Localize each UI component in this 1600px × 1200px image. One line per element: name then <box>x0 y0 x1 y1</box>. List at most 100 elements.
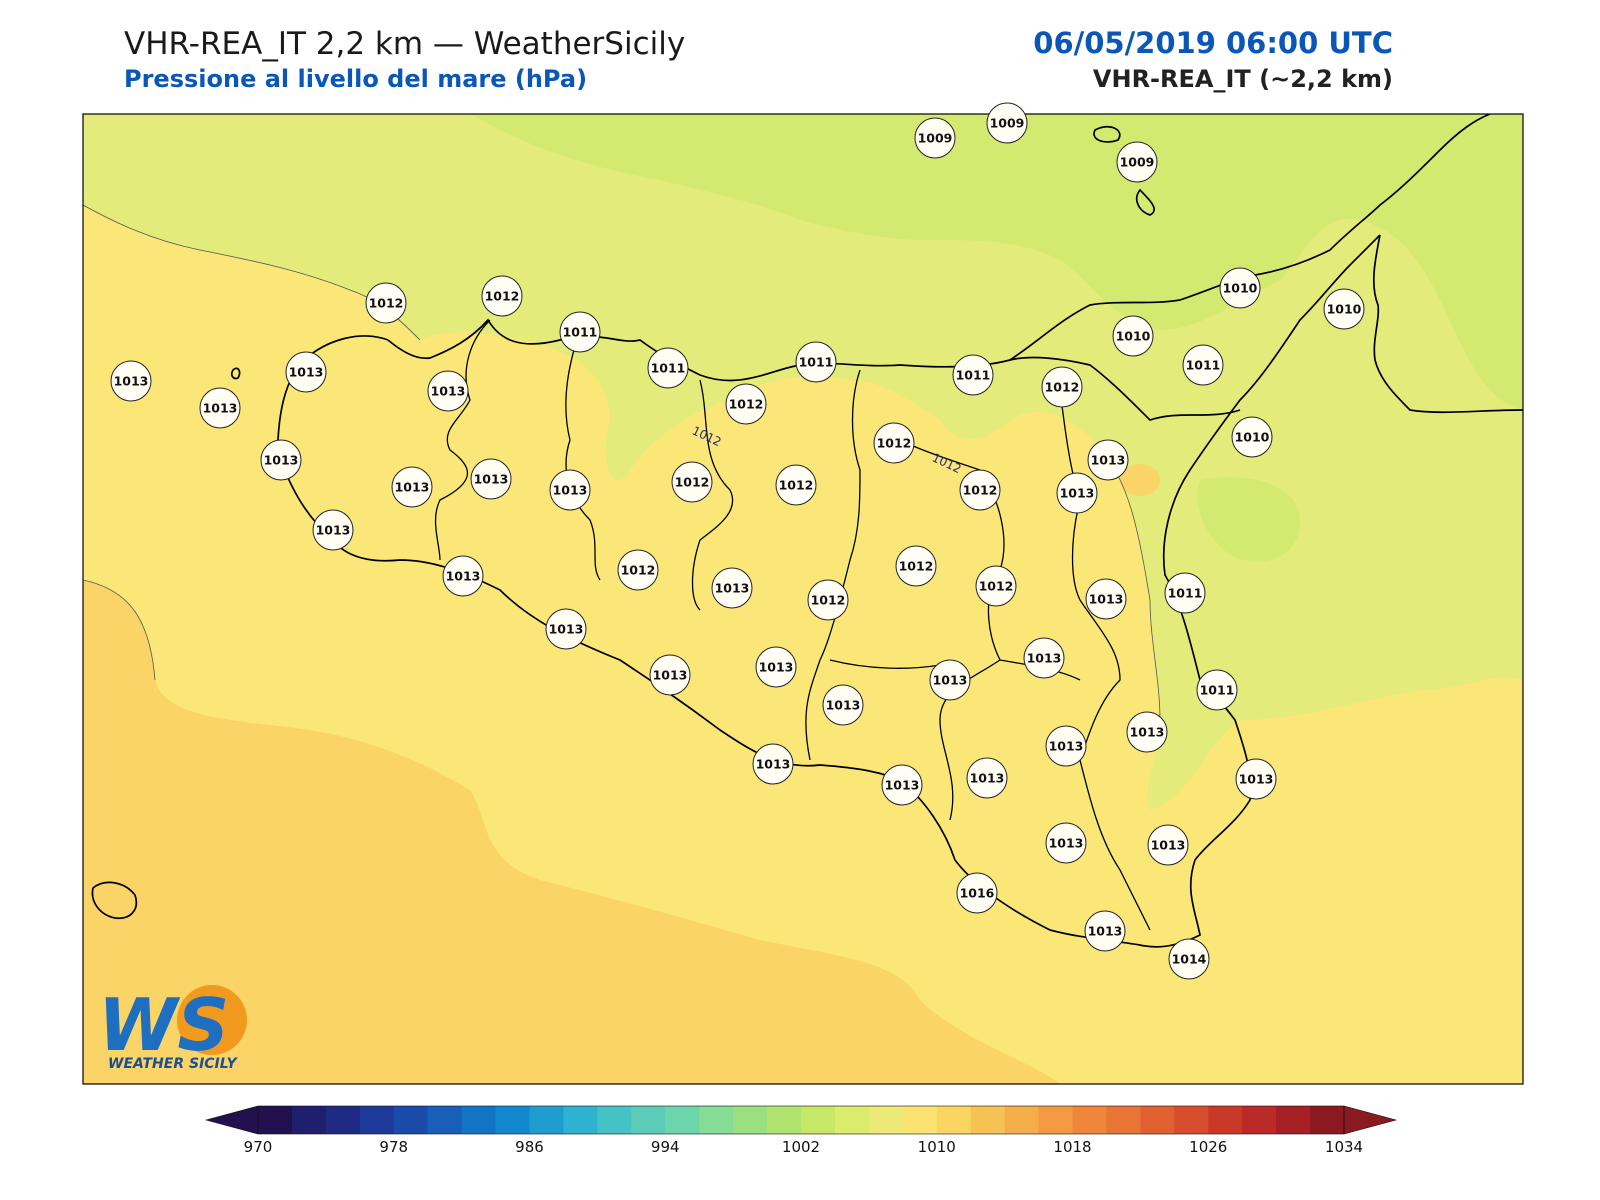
station-marker: 1012 <box>1041 366 1083 408</box>
station-marker: 1009 <box>914 117 956 159</box>
station-pressure-label: 1013 <box>203 401 238 416</box>
station-marker: 1013 <box>711 567 753 609</box>
station-circle <box>895 545 937 587</box>
station-marker: 1013 <box>549 469 591 511</box>
station-pressure-label: 1013 <box>759 660 794 675</box>
station-pressure-label: 1010 <box>1235 430 1270 445</box>
station-circle <box>1323 288 1365 330</box>
station-circle <box>312 509 354 551</box>
station-pressure-label: 1011 <box>1200 683 1235 698</box>
station-circle <box>873 422 915 464</box>
valid-datetime: 06/05/2019 06:00 UTC <box>1033 26 1393 60</box>
station-circle <box>1182 344 1224 386</box>
station-circle <box>260 439 302 481</box>
station-pressure-label: 1011 <box>1186 358 1221 373</box>
station-pressure-label: 1016 <box>960 886 995 901</box>
station-circle <box>110 360 152 402</box>
station-circle <box>952 354 994 396</box>
pressure-zone-1015 <box>83 580 1060 1084</box>
station-pressure-label: 1013 <box>653 668 688 683</box>
colorbar-tick-label: 1018 <box>1053 1138 1091 1156</box>
colorbar-swatch <box>495 1106 530 1134</box>
station-circle <box>1045 822 1087 864</box>
colorbar-swatch <box>902 1106 938 1134</box>
station-marker: 1013 <box>199 387 241 429</box>
station-marker: 1012 <box>481 275 523 317</box>
colorbar-swatch <box>699 1106 734 1134</box>
colorbar-swatch <box>1276 1106 1311 1134</box>
station-pressure-label: 1013 <box>1089 592 1124 607</box>
colorbar-swatch <box>1038 1106 1073 1134</box>
colorbar-swatch <box>529 1106 564 1134</box>
colorbar-swatch <box>936 1106 972 1134</box>
station-circle <box>1219 267 1261 309</box>
station-circle <box>559 311 601 353</box>
station-pressure-label: 1013 <box>1049 739 1084 754</box>
station-pressure-label: 1012 <box>369 296 404 311</box>
colorbar-tick-label: 994 <box>651 1138 680 1156</box>
station-pressure-label: 1012 <box>779 478 814 493</box>
station-markers: 1009 1009 1009 1010 1010 1010 1010 1011 1011 1011… <box>110 102 1365 980</box>
colorbar-swatch <box>665 1106 700 1134</box>
station-pressure-label: 1011 <box>563 325 598 340</box>
station-circle <box>755 646 797 688</box>
station-marker: 1013 <box>260 439 302 481</box>
station-marker: 1013 <box>752 743 794 785</box>
colorbar-swatch <box>359 1106 395 1134</box>
station-marker: 1011 <box>952 354 994 396</box>
colorbar-swatch <box>291 1106 327 1134</box>
colorbar-swatch <box>631 1106 666 1134</box>
station-marker: 1013 <box>442 555 484 597</box>
station-pressure-label: 1012 <box>675 475 710 490</box>
station-marker: 1016 <box>956 872 998 914</box>
station-marker: 1013 <box>1045 822 1087 864</box>
station-marker: 1010 <box>1219 267 1261 309</box>
station-pressure-label: 1009 <box>1120 155 1155 170</box>
colorbar-tick-label: 970 <box>244 1138 273 1156</box>
station-pressure-label: 1013 <box>264 453 299 468</box>
station-marker: 1012 <box>617 549 659 591</box>
station-circle <box>617 549 659 591</box>
colorbar-swatch <box>461 1106 497 1134</box>
station-marker: 1013 <box>285 351 327 393</box>
station-pressure-label: 1013 <box>1049 836 1084 851</box>
station-marker: 1013 <box>822 684 864 726</box>
station-circle <box>711 567 753 609</box>
station-marker: 1009 <box>1116 141 1158 183</box>
colorbar-swatch <box>1106 1106 1141 1134</box>
colorbar-swatch <box>427 1106 463 1134</box>
station-pressure-label: 1013 <box>1239 772 1274 787</box>
station-pressure-label: 1013 <box>756 757 791 772</box>
colorbar-swatch <box>393 1106 429 1134</box>
station-marker: 1013 <box>1045 725 1087 767</box>
station-pressure-label: 1010 <box>1327 302 1362 317</box>
station-pressure-label: 1013 <box>1091 453 1126 468</box>
station-circle <box>914 117 956 159</box>
station-pressure-label: 1010 <box>1116 329 1151 344</box>
colorbar-swatch <box>1310 1106 1345 1134</box>
province-boundaries <box>434 319 1151 931</box>
station-circle <box>1147 824 1189 866</box>
station-circle <box>481 275 523 317</box>
colorbar-min-arrow <box>204 1105 259 1135</box>
colorbar-swatch <box>563 1106 598 1134</box>
station-marker: 1013 <box>1084 910 1126 952</box>
colorbar-tick-label: 1002 <box>782 1138 820 1156</box>
station-circle <box>725 383 767 425</box>
colorbar-swatch <box>733 1106 768 1134</box>
station-circle <box>1041 366 1083 408</box>
station-circle <box>1112 315 1154 357</box>
station-marker: 1013 <box>1126 711 1168 753</box>
station-circle <box>881 764 923 806</box>
station-marker: 1010 <box>1231 416 1273 458</box>
station-marker: 1010 <box>1323 288 1365 330</box>
station-marker: 1011 <box>559 311 601 353</box>
station-circle <box>470 458 512 500</box>
station-circle <box>1231 416 1273 458</box>
station-pressure-label: 1014 <box>1172 952 1207 967</box>
colorbar-outline <box>257 1105 1345 1135</box>
station-circle <box>545 608 587 650</box>
station-marker: 1013 <box>1023 637 1065 679</box>
station-pressure-label: 1013 <box>114 374 149 389</box>
station-pressure-label: 1011 <box>651 361 686 376</box>
